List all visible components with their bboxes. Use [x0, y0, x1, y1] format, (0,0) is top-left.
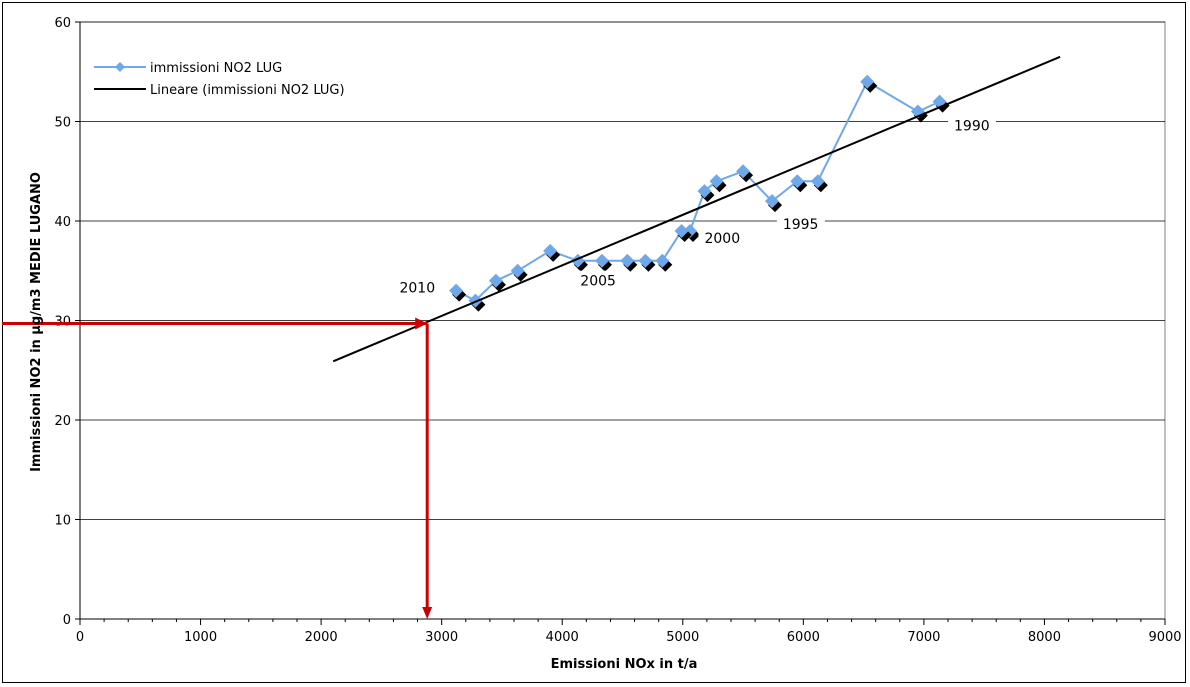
x-tick-label: 0	[76, 630, 84, 645]
x-tick-label: 5000	[666, 630, 699, 645]
legend: immissioni NO2 LUG Lineare (immissioni NO…	[94, 61, 345, 98]
trendline	[332, 55, 1061, 363]
year-annotation: 2005	[580, 274, 616, 290]
year-annotation: 1995	[783, 217, 819, 233]
data-point	[810, 174, 825, 189]
data-point	[709, 174, 724, 189]
y-axis-title: Immissioni NO2 in µg/m3 MEDIE LUGANO	[29, 172, 44, 472]
data-point	[510, 263, 525, 278]
x-tick-label: 4000	[546, 630, 579, 645]
data-point	[697, 184, 712, 199]
x-tick-label: 6000	[787, 630, 820, 645]
y-tick-label: 60	[54, 16, 71, 31]
horizontal-arrowhead	[415, 317, 428, 330]
data-point	[860, 74, 875, 89]
data-point	[620, 253, 635, 268]
y-tick-label: 20	[54, 414, 71, 429]
vertical-arrowhead	[422, 607, 433, 619]
x-tick-label: 9000	[1148, 630, 1181, 645]
reference-arrows	[2, 317, 433, 619]
year-annotation: 2000	[704, 231, 740, 247]
x-tick-label: 2000	[305, 630, 338, 645]
x-axis-title: Emissioni NOx in t/a	[551, 657, 698, 672]
annotation-bg	[776, 213, 825, 234]
y-tick-label: 40	[54, 215, 71, 230]
data-point	[543, 243, 558, 258]
data-point	[595, 253, 610, 268]
annotations: 1990 1995 2000 2005 2010	[393, 115, 997, 298]
data-point	[449, 283, 464, 298]
y-tick-label: 0	[63, 613, 71, 628]
annotation-bg	[393, 277, 442, 298]
data-point	[764, 194, 779, 209]
legend-label-series: immissioni NO2 LUG	[150, 61, 282, 76]
axes: 0102030405060010002000300040005000600070…	[54, 16, 1181, 645]
series-layer	[332, 55, 1061, 363]
x-tick-label: 8000	[1028, 630, 1061, 645]
data-point	[736, 164, 751, 179]
annotation-bg	[574, 270, 623, 291]
x-tick-label: 1000	[184, 630, 217, 645]
y-tick-label: 50	[54, 116, 71, 131]
data-point	[488, 273, 503, 288]
data-point	[638, 253, 653, 268]
legend-marker	[115, 62, 125, 72]
annotation-bg	[948, 115, 997, 136]
legend-label-trend: Lineare (immissioni NO2 LUG)	[150, 83, 345, 98]
year-annotation: 2010	[399, 281, 435, 297]
x-tick-label: 7000	[907, 630, 940, 645]
annotation-bg	[698, 227, 747, 248]
year-annotation: 1990	[954, 118, 990, 134]
x-tick-label: 3000	[425, 630, 458, 645]
data-point	[655, 253, 670, 268]
data-point	[674, 223, 689, 238]
data-point	[570, 253, 585, 268]
data-point	[790, 174, 805, 189]
y-tick-label: 10	[54, 514, 71, 529]
